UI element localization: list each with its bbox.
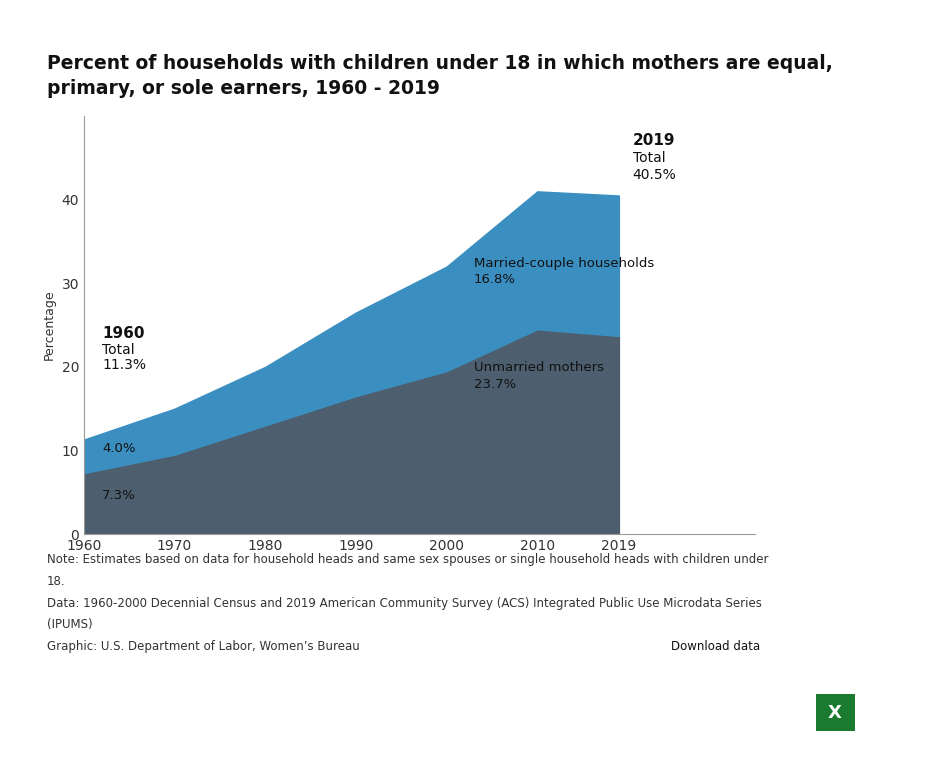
Text: 40.5%: 40.5% [633,168,677,182]
Text: Percent of households with children under 18 in which mothers are equal,
primary: Percent of households with children unde… [47,54,832,98]
Y-axis label: Percentage: Percentage [43,289,56,361]
Text: 2019: 2019 [633,133,675,149]
Text: Note: Estimates based on data for household heads and same sex spouses or single: Note: Estimates based on data for househ… [47,553,768,567]
Text: Unmarried mothers: Unmarried mothers [473,361,604,374]
Text: 4.0%: 4.0% [102,442,135,455]
Text: Data: 1960-2000 Decennial Census and 2019 American Community Survey (ACS) Integr: Data: 1960-2000 Decennial Census and 201… [47,597,761,610]
Text: 7.3%: 7.3% [102,489,136,502]
Text: 16.8%: 16.8% [473,273,515,286]
Text: Married-couple households: Married-couple households [473,256,654,269]
Text: Graphic: U.S. Department of Labor, Women’s Bureau: Graphic: U.S. Department of Labor, Women… [47,640,360,653]
Text: X: X [829,704,842,722]
Text: Total: Total [633,151,665,165]
Text: 18.: 18. [47,575,65,588]
Text: (IPUMS): (IPUMS) [47,618,92,632]
Text: Download data: Download data [671,640,761,653]
Text: 11.3%: 11.3% [102,358,146,372]
Text: 23.7%: 23.7% [473,378,516,391]
Text: 1960: 1960 [102,326,144,341]
Text: Total: Total [102,344,134,358]
